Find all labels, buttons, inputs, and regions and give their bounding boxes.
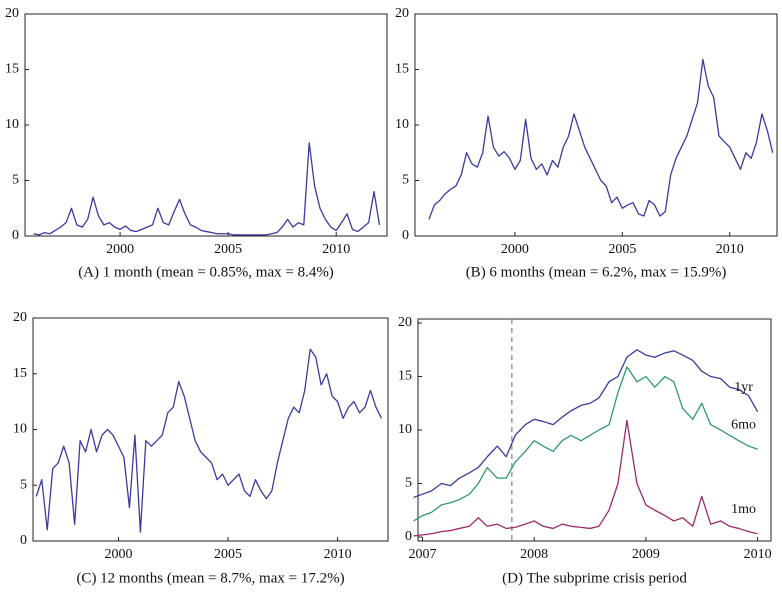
x-tick-label: 2007 (408, 547, 436, 562)
y-tick-label: 5 (402, 173, 409, 188)
x-tick-label: 2010 (324, 547, 352, 562)
series-line (35, 348, 383, 533)
x-tick-label: 2000 (106, 242, 134, 257)
y-tick-label: 15 (5, 62, 19, 77)
series-label: 6mo (731, 417, 756, 432)
y-tick-label: 10 (398, 422, 412, 437)
y-tick-label: 15 (398, 369, 412, 384)
x-tick-label: 2000 (104, 547, 132, 562)
x-tick-label: 2005 (608, 242, 636, 257)
y-tick-label: 5 (405, 476, 412, 491)
y-tick-label: 15 (13, 366, 27, 381)
y-tick-label: 0 (12, 228, 19, 243)
caption: (C) 12 months (mean = 8.7%, max = 17.2%) (76, 570, 344, 586)
plot-frame (414, 13, 778, 237)
x-tick-label: 2000 (501, 242, 529, 257)
y-tick-label: 10 (395, 117, 409, 132)
x-tick-label: 2005 (214, 547, 242, 562)
x-tick-label: 2010 (716, 242, 744, 257)
plot-frame (24, 13, 388, 237)
y-tick-label: 5 (20, 477, 27, 492)
series-line (33, 142, 381, 236)
plot-frame (417, 318, 772, 542)
series-label: 1mo (731, 502, 756, 517)
caption: (A) 1 month (mean = 0.85%, max = 8.4%) (78, 264, 334, 280)
y-tick-label: 0 (402, 228, 409, 243)
x-tick-label: 2010 (322, 242, 350, 257)
y-tick-label: 20 (13, 310, 27, 325)
series-line (413, 419, 758, 537)
y-tick-label: 10 (5, 117, 19, 132)
y-tick-label: 0 (20, 533, 27, 548)
series-line (413, 349, 759, 499)
y-tick-label: 0 (405, 529, 412, 544)
x-tick-label: 2009 (632, 547, 660, 562)
x-tick-label: 2005 (214, 242, 242, 257)
series-line (413, 366, 758, 522)
y-tick-label: 10 (13, 422, 27, 437)
series-label: 1yr (734, 380, 753, 395)
y-tick-label: 20 (398, 315, 412, 330)
x-tick-label: 2008 (520, 547, 548, 562)
x-tick-label: 2010 (744, 547, 772, 562)
series-line (428, 58, 774, 220)
y-tick-label: 20 (395, 6, 409, 21)
caption: (B) 6 months (mean = 6.2%, max = 15.9%) (466, 264, 727, 280)
plot-frame (32, 317, 389, 542)
caption: (D) The subprime crisis period (502, 570, 687, 586)
y-tick-label: 15 (395, 62, 409, 77)
y-tick-label: 5 (12, 173, 19, 188)
y-tick-label: 20 (5, 6, 19, 21)
